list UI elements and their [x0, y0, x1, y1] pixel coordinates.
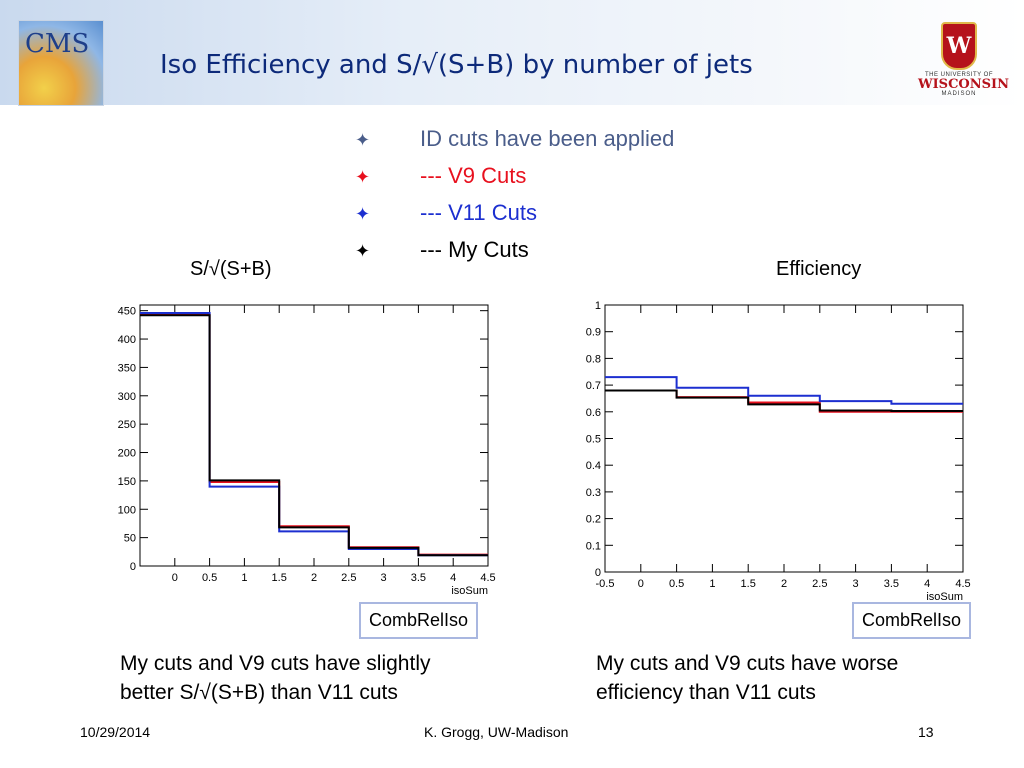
y-tick-label: 0.4: [586, 460, 601, 472]
x-tick-label: 3: [381, 572, 387, 584]
x-tick-label: 4.5: [955, 578, 970, 590]
cms-logo: CMS: [18, 20, 104, 106]
x-tick-label: 3.5: [884, 578, 899, 590]
y-tick-label: 0.1: [586, 540, 601, 552]
plot-frame: [139, 304, 489, 567]
y-tick-label: 0: [595, 567, 601, 579]
x-tick-label: 2: [311, 572, 317, 584]
y-tick-label: 150: [118, 476, 136, 488]
slide-title: Iso Efficiency and S/√(S+B) by number of…: [160, 50, 753, 80]
bullet-text: --- V11 Cuts: [420, 200, 537, 225]
right-variable-label: CombRelIso: [852, 602, 972, 639]
x-tick-label: 2.5: [812, 578, 827, 590]
right-caption-line: efficiency than V11 cuts: [596, 681, 816, 704]
x-tick-label: 4: [450, 572, 456, 584]
y-tick-label: 300: [118, 391, 136, 403]
y-tick-label: 0: [130, 561, 136, 573]
x-tick-label: 0: [172, 572, 178, 584]
series-line-2: [605, 376, 963, 405]
left-variable-label: CombRelIso: [359, 602, 479, 639]
right-caption-line: My cuts and V9 cuts have worse: [596, 652, 899, 675]
y-tick-label: 50: [124, 533, 136, 545]
x-tick-label: 4.5: [480, 572, 495, 584]
x-tick-label: 3: [853, 578, 859, 590]
uw-madison-logo: W THE UNIVERSITY OF WISCONSIN MADISON: [918, 22, 1009, 104]
series-line-3: [140, 314, 488, 557]
x-axis-label: isoSum: [926, 591, 963, 600]
x-tick-label: 1: [241, 572, 247, 584]
plot-frame: [604, 304, 964, 573]
uw-logo-name: WISCONSIN: [918, 77, 1009, 92]
x-tick-label: 1.5: [272, 572, 287, 584]
four-point-star-icon: ✦: [355, 241, 371, 261]
right-caption: My cuts and V9 cuts have worse efficienc…: [596, 649, 898, 707]
y-tick-label: 0.6: [586, 407, 601, 419]
uw-logo-small-text: THE UNIVERSITY OF: [924, 72, 994, 78]
y-tick-label: 0.7: [586, 380, 601, 392]
y-tick-label: 450: [118, 306, 136, 318]
y-tick-label: 100: [118, 504, 136, 516]
x-tick-label: 0: [638, 578, 644, 590]
x-tick-label: 4: [924, 578, 930, 590]
x-axis-label: isoSum: [451, 585, 488, 597]
efficiency-chart: 00.10.20.30.40.50.60.70.80.91-0.5 0 0.5 1 1.…: [586, 300, 971, 600]
x-tick-label: -0.5: [596, 578, 615, 590]
y-tick-label: 0.9: [586, 327, 601, 339]
footer-date: 10/29/2014: [80, 724, 151, 740]
y-tick-label: 350: [118, 362, 136, 374]
uw-crest-icon: W: [941, 22, 977, 70]
four-point-star-icon: ✦: [355, 167, 371, 187]
four-point-star-icon: ✦: [355, 130, 371, 150]
cms-logo-text: CMS: [25, 29, 90, 59]
x-tick-label: 3.5: [411, 572, 426, 584]
four-point-star-icon: ✦: [355, 204, 371, 224]
left-caption: My cuts and V9 cuts have slightly better…: [120, 649, 430, 707]
y-tick-label: 0.3: [586, 487, 601, 499]
x-tick-label: 1.5: [741, 578, 756, 590]
x-tick-label: 0.5: [202, 572, 217, 584]
footer-author: K. Grogg, UW-Madison: [424, 724, 569, 740]
right-plot-title: Efficiency: [776, 258, 862, 280]
left-plot-title: S/√(S+B): [190, 258, 272, 280]
x-tick-label: 2.5: [341, 572, 356, 584]
y-tick-label: 0.8: [586, 353, 601, 365]
left-caption-line: My cuts and V9 cuts have slightly: [120, 652, 431, 675]
slide-header: CMS Iso Efficiency and S/√(S+B) by numbe…: [0, 0, 1024, 106]
x-tick-label: 1: [709, 578, 715, 590]
series-line-3: [605, 389, 963, 412]
y-tick-label: 200: [118, 448, 136, 460]
y-tick-label: 0.5: [586, 434, 601, 446]
footer-page-number: 13: [918, 724, 934, 740]
x-tick-label: 0.5: [669, 578, 684, 590]
bullet-text: --- My Cuts: [420, 237, 529, 262]
bullet-text: ID cuts have been applied: [420, 126, 675, 151]
y-tick-label: 0.2: [586, 514, 601, 526]
y-tick-label: 250: [118, 419, 136, 431]
uw-logo-city: MADISON: [941, 91, 977, 97]
bullet-text: --- V9 Cuts: [420, 163, 527, 188]
y-tick-label: 400: [118, 334, 136, 346]
significance-chart: 0 50 100 150 200 250 300 350 400 450 0 0.5 1 1.5 2 2.5 3…: [118, 304, 496, 597]
y-tick-label: 1: [595, 300, 601, 312]
x-tick-label: 2: [781, 578, 787, 590]
left-caption-line: better S/√(S+B) than V11 cuts: [120, 681, 398, 704]
